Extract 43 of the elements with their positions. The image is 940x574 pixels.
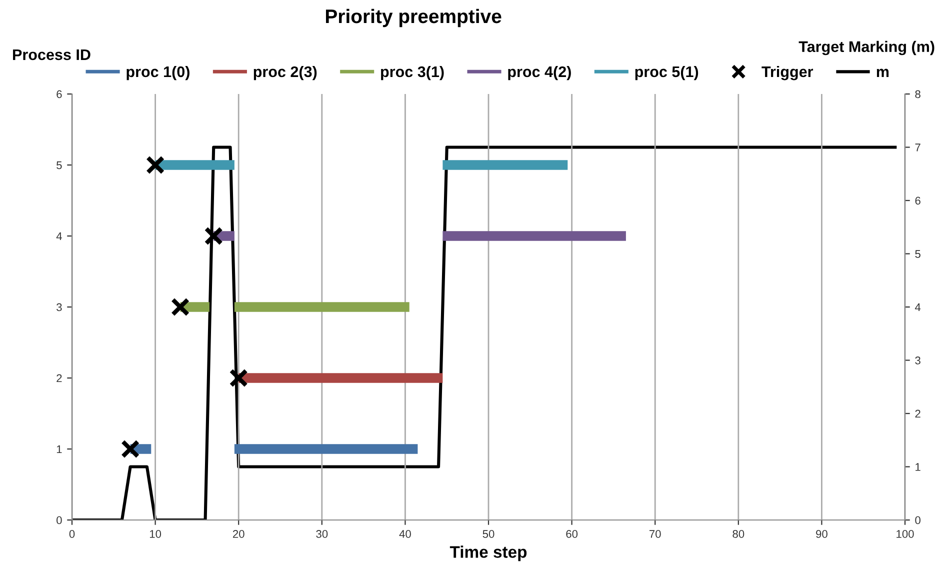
x-tick-label: 80 [732,530,744,538]
x-tick-label: 100 [896,530,914,538]
y-tick-label: 5 [56,161,62,170]
legend-label: m [876,68,889,78]
y-tick-label: 4 [56,232,62,240]
y-tick-label: 2 [56,374,62,382]
y-tick-label: 6 [56,90,62,98]
x-tick-label: 0 [69,530,75,538]
y2-tick-label: 6 [915,196,920,205]
chart-title: Priority preemptive [326,8,502,28]
x-tick-label: 70 [649,530,661,538]
point [170,298,190,316]
y2-tick-label: 7 [915,144,920,152]
y2-tick-label: 0 [915,516,920,524]
x-tick-label: 90 [816,530,828,538]
legend-label: proc 3(1) [381,66,444,80]
y2-tick-label: 2 [915,410,920,418]
x-tick-label: 60 [566,530,578,538]
y2-axis-title: Target Marking (m) [798,40,934,56]
point [146,156,165,174]
x-tick-label: 20 [232,530,244,538]
y-tick-label: 1 [56,445,62,454]
legend-label: proc 5(1) [635,66,698,80]
point [229,368,248,388]
x-tick-label: 50 [482,530,494,538]
legend-label: proc 4(2) [508,66,571,80]
y2-tick-label: 4 [914,303,921,312]
point [204,226,223,246]
x-tick-label: 40 [399,530,411,538]
x-axis-title: Time step [450,546,527,562]
y2-tick-label: 8 [915,90,920,98]
legend-label: Trigger [762,66,814,80]
y-tick-label: 0 [56,516,62,524]
point [120,440,140,458]
legend-label: proc 1(0) [126,66,190,80]
y2-tick-label: 1 [916,463,920,471]
y2-tick-label: 3 [915,356,920,364]
x-tick-label: 10 [150,530,162,538]
y-tick-label: 3 [56,303,62,312]
x-tick-label: 30 [316,530,328,538]
y2-tick-label: 5 [915,250,920,258]
y-axis-title: Process ID [13,49,90,60]
legend-label: proc 2(3) [254,66,317,80]
